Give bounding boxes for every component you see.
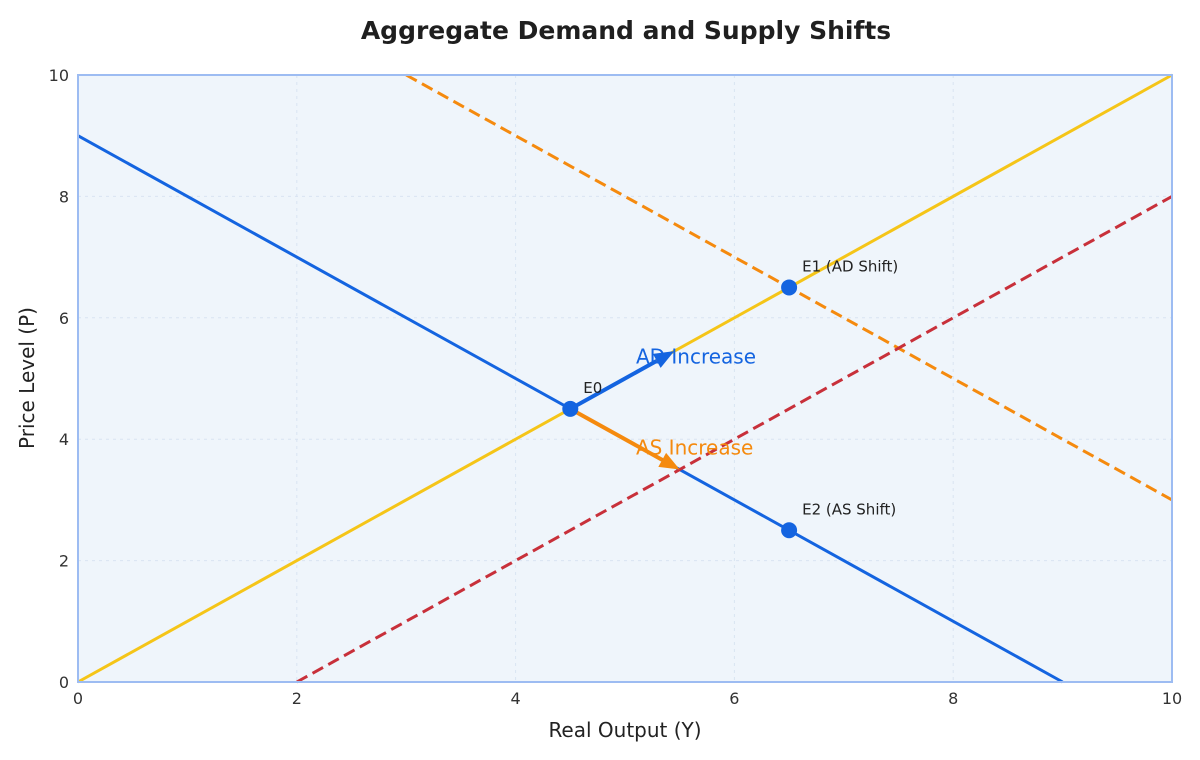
equilibrium-label-3: E2 (AS Shift) xyxy=(802,500,896,518)
x-tick-label: 8 xyxy=(948,689,958,708)
x-tick-label: 10 xyxy=(1162,689,1182,708)
equilibrium-label-1: E0 xyxy=(583,379,602,397)
annotation-label-2: AS Increase xyxy=(636,435,753,459)
y-tick-label: 10 xyxy=(49,66,69,85)
equilibrium-point-1 xyxy=(562,401,578,417)
x-axis-label: Real Output (Y) xyxy=(548,718,701,742)
y-tick-label: 2 xyxy=(59,552,69,571)
x-tick-label: 6 xyxy=(729,689,739,708)
x-tick-label: 2 xyxy=(292,689,302,708)
y-tick-label: 6 xyxy=(59,309,69,328)
y-tick-label: 8 xyxy=(59,187,69,206)
annotation-label-1: AD Increase xyxy=(636,344,756,368)
equilibrium-point-3 xyxy=(781,522,797,538)
chart-title: Aggregate Demand and Supply Shifts xyxy=(361,16,891,45)
x-tick-label: 0 xyxy=(73,689,83,708)
x-tick-label: 4 xyxy=(511,689,521,708)
y-tick-label: 4 xyxy=(59,430,69,449)
equilibrium-label-2: E1 (AD Shift) xyxy=(802,257,898,275)
equilibrium-point-2 xyxy=(781,279,797,295)
y-axis-label: Price Level (P) xyxy=(15,307,39,449)
y-tick-label: 0 xyxy=(59,673,69,692)
